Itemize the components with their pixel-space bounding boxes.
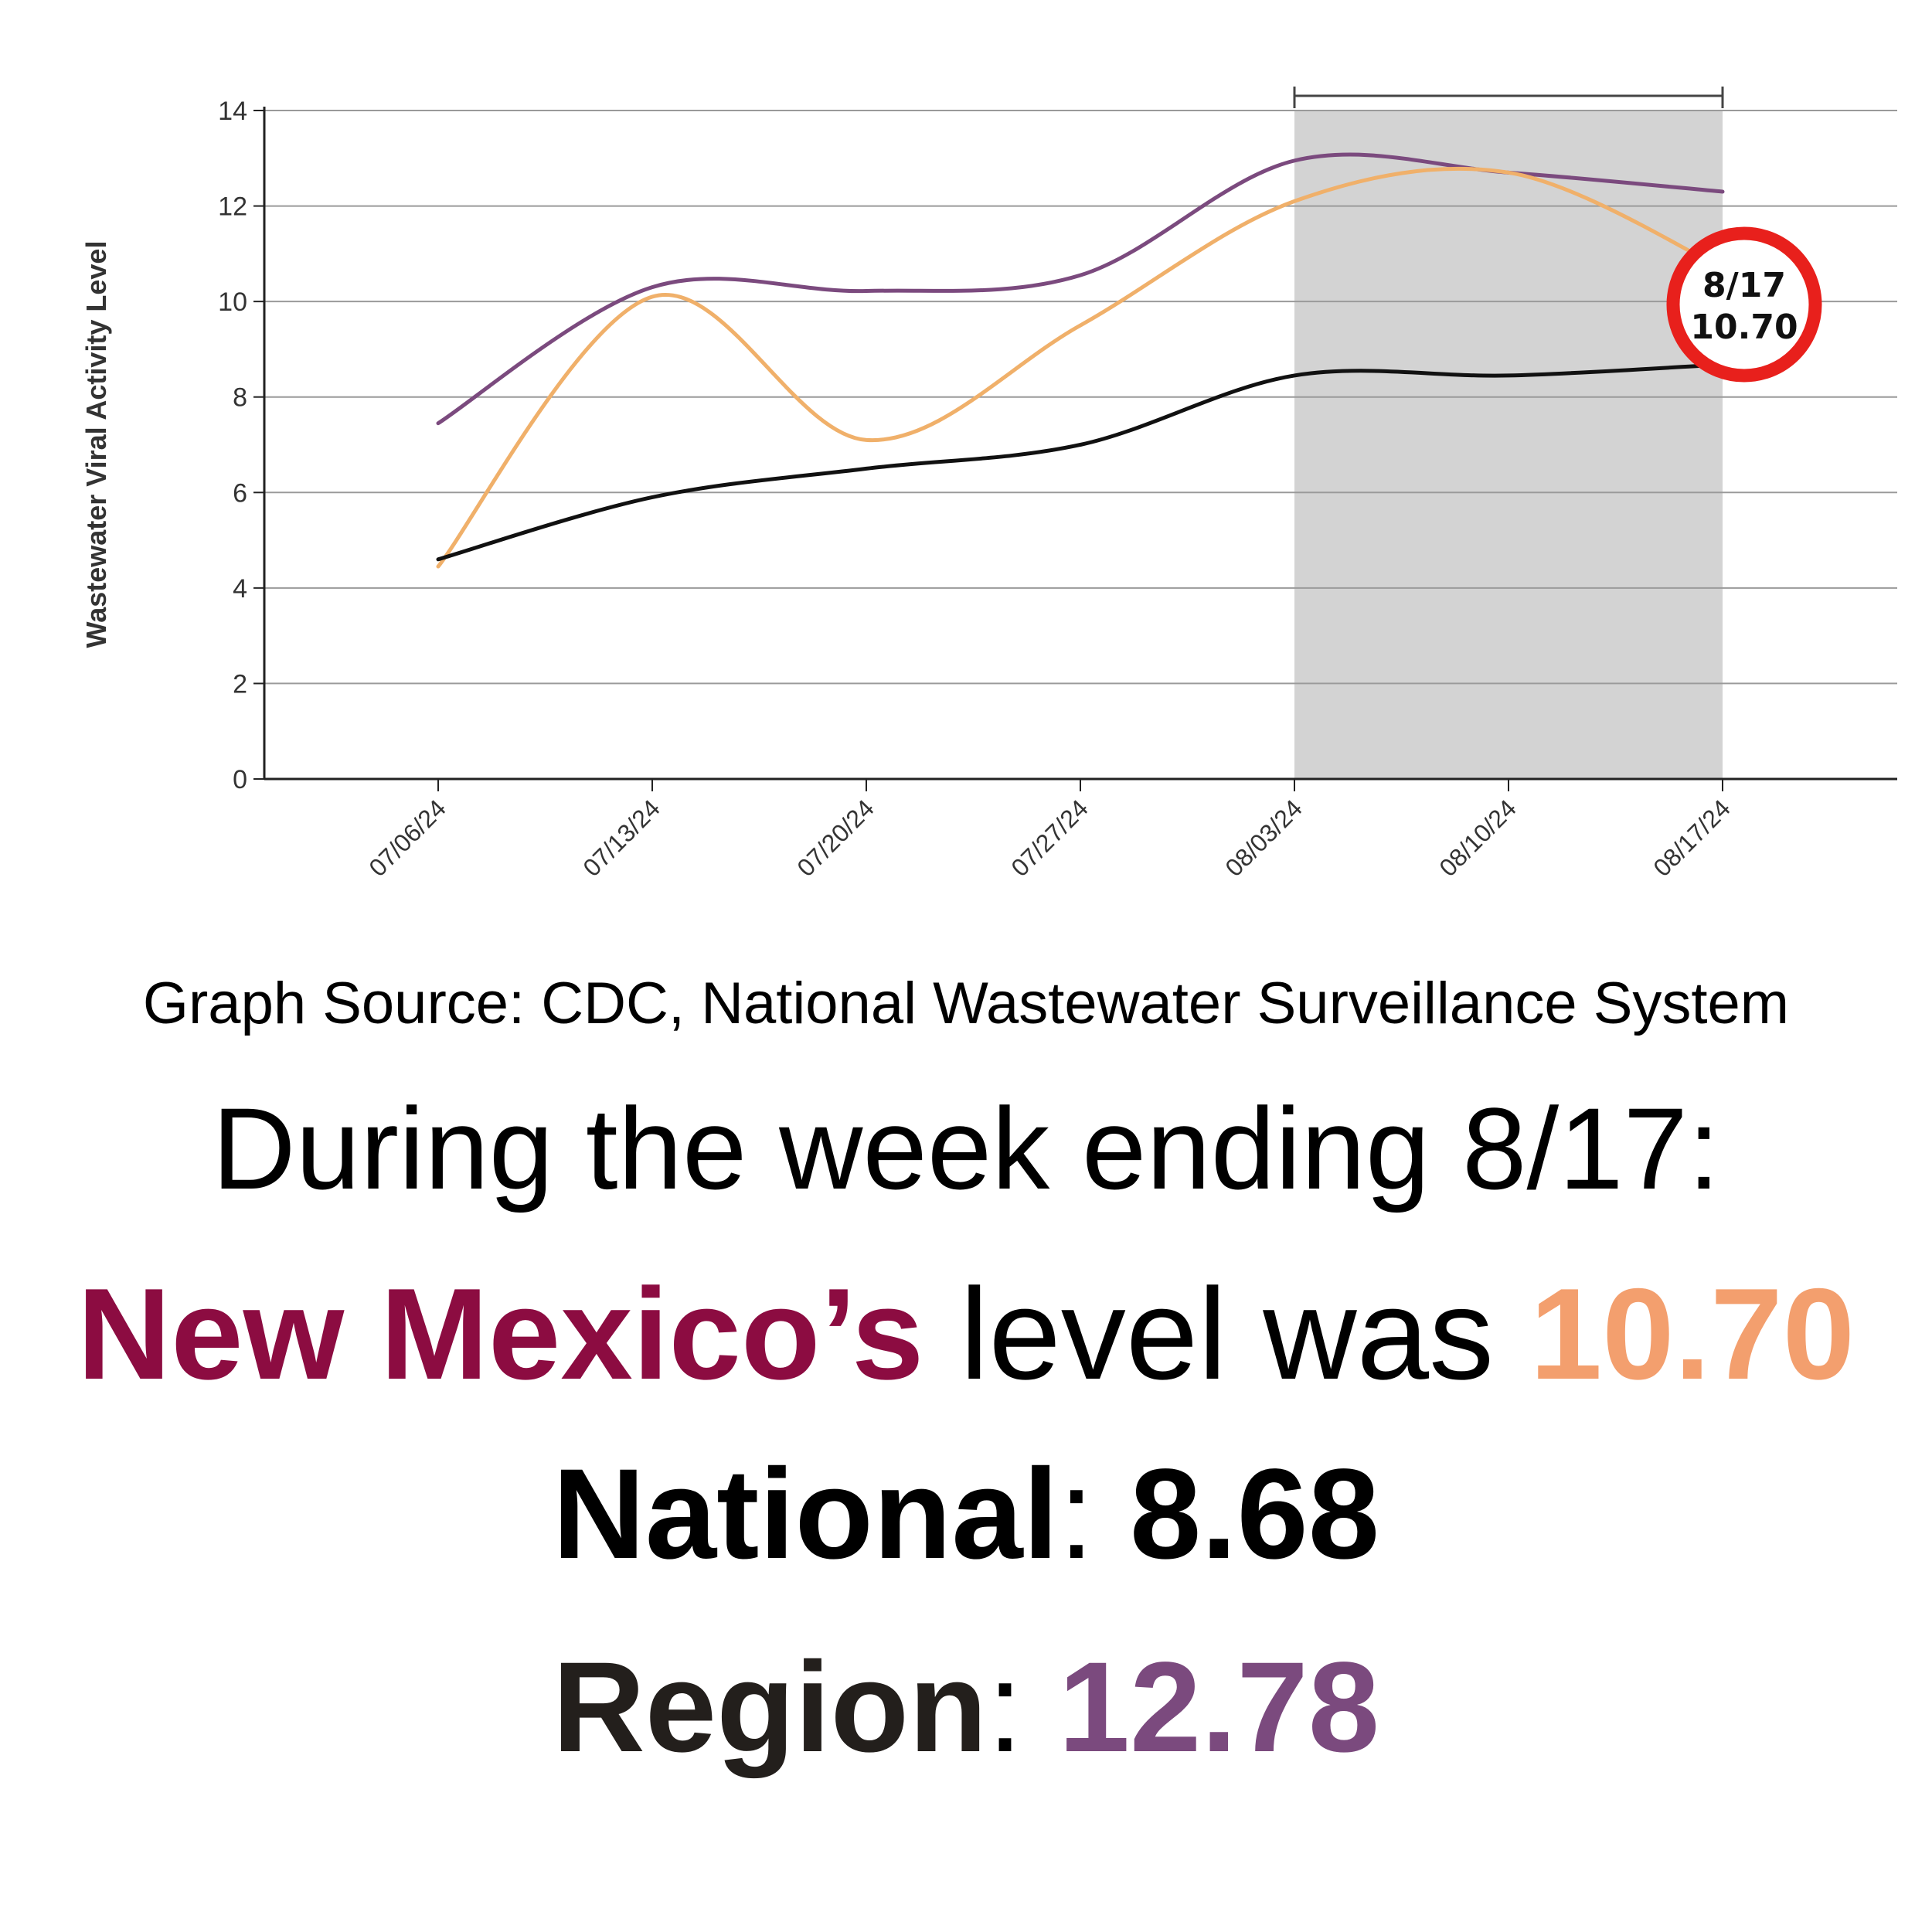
callout-date: 8/17 (1702, 266, 1786, 305)
new-mexico-value: 10.70 (1529, 1261, 1855, 1406)
x-tick-label: 08/10/24 (1434, 794, 1522, 882)
new-mexico-label: New Mexico’s (77, 1261, 924, 1406)
new-mexico-level-line: New Mexico’s level was 10.70 (0, 1260, 1932, 1409)
region-separator: : (987, 1636, 1059, 1779)
series-line-1 (436, 166, 1725, 569)
x-tick-label: 07/27/24 (1005, 794, 1094, 882)
national-value: 8.68 (1130, 1443, 1380, 1586)
y-tick-label: 0 (233, 765, 247, 794)
y-tick-label: 10 (218, 287, 247, 317)
y-tick-label: 12 (218, 192, 247, 222)
y-tick-label: 14 (218, 97, 247, 126)
region-label: Region (552, 1636, 988, 1779)
y-tick-label: 6 (233, 478, 247, 508)
region-value: 12.78 (1058, 1636, 1380, 1779)
y-tick-label: 4 (233, 574, 247, 604)
y-tick-label: 8 (233, 383, 247, 413)
national-level-line: National: 8.68 (0, 1441, 1932, 1588)
new-mexico-mid-text: level was (923, 1261, 1530, 1406)
x-tick-label: 07/20/24 (791, 794, 879, 882)
national-separator: : (1058, 1443, 1130, 1586)
x-tick-label: 07/13/24 (577, 794, 665, 882)
line-chart: 0 2 4 6 8 10 12 14 Wastewater Viral Activity Lev… (80, 87, 1897, 882)
callout-value: 10.70 (1690, 308, 1798, 347)
graph-source-caption: Graph Source: CDC, National Wastewater S… (142, 971, 1790, 1036)
highlight-band (1294, 111, 1723, 779)
x-tick-label: 08/03/24 (1219, 794, 1308, 882)
region-level-line: Region: 12.78 (0, 1634, 1932, 1781)
callout-ring (1666, 226, 1822, 383)
x-tick-label: 07/06/24 (363, 794, 451, 882)
headline: During the week ending 8/17: (212, 1083, 1720, 1213)
x-tick-label: 08/17/24 (1648, 794, 1736, 882)
y-axis-label: Wastewater Viral Activity Level (80, 241, 112, 648)
y-tick-label: 2 (233, 669, 247, 699)
national-label: National (552, 1443, 1059, 1586)
series-line-2 (436, 362, 1725, 562)
